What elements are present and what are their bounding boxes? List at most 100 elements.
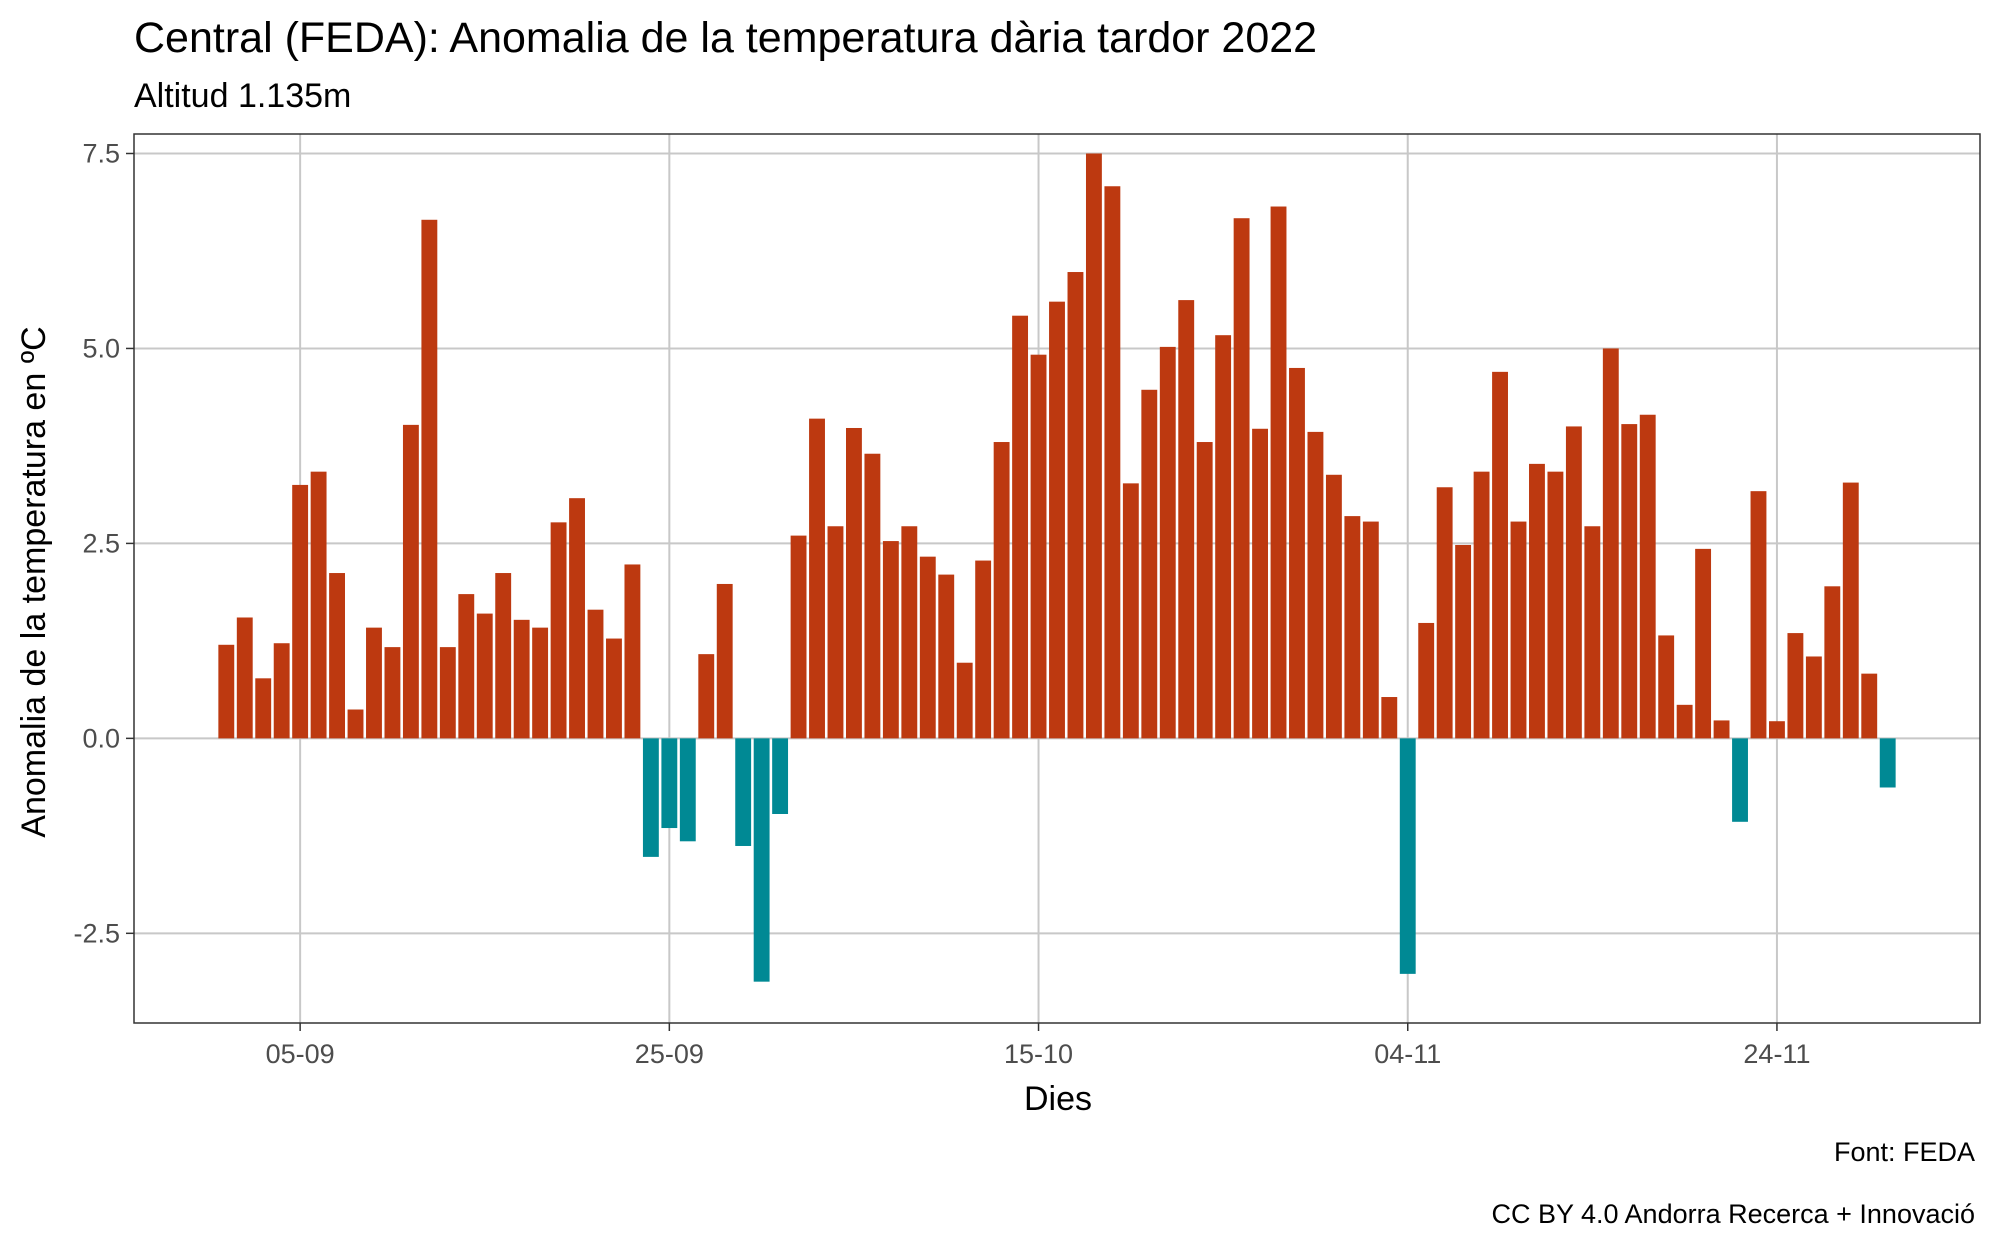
bar	[1529, 463, 1545, 739]
bar	[1602, 348, 1619, 739]
bar	[310, 471, 327, 739]
bar	[1362, 521, 1379, 739]
bar	[735, 738, 752, 846]
bar	[1805, 656, 1822, 739]
bar	[532, 627, 549, 739]
bar	[1307, 431, 1324, 739]
bar	[606, 638, 622, 739]
bar	[1178, 300, 1195, 739]
bar	[587, 609, 604, 739]
bar	[698, 654, 715, 739]
bar	[439, 647, 456, 739]
bar	[753, 738, 770, 982]
bar	[1732, 738, 1748, 822]
bar	[1842, 482, 1859, 739]
bar	[1159, 346, 1176, 739]
y-tick-label: 5.0	[82, 333, 120, 363]
bar	[1787, 633, 1804, 739]
bar	[1049, 301, 1065, 739]
bar	[1122, 483, 1139, 739]
bar	[1695, 548, 1712, 739]
bar	[1547, 471, 1564, 739]
bar	[1879, 738, 1896, 788]
bar	[1658, 635, 1675, 739]
bar	[236, 617, 253, 739]
chart-title: Central (FEDA): Anomalia de la temperatu…	[134, 14, 1318, 62]
bar	[1196, 442, 1213, 739]
bar	[661, 738, 678, 829]
bar	[809, 418, 825, 739]
x-tick-label: 15-10	[1004, 1039, 1073, 1069]
bar	[1344, 516, 1361, 739]
bar	[624, 564, 641, 739]
bar	[1325, 474, 1342, 739]
chart-subtitle: Altitud 1.135m	[134, 77, 352, 115]
bar	[956, 662, 973, 739]
bar	[846, 427, 862, 739]
caption-license: CC BY 4.0 Andorra Recerca + Innovació	[1491, 1199, 1975, 1229]
x-tick-label: 25-09	[635, 1039, 704, 1069]
bar	[882, 541, 899, 739]
bar	[1584, 526, 1601, 739]
bar	[1473, 471, 1490, 739]
panel-border	[133, 133, 1981, 1024]
bar	[1510, 521, 1527, 739]
bar	[476, 613, 493, 739]
bar	[716, 583, 733, 739]
bar	[1713, 720, 1730, 739]
bar	[1565, 426, 1582, 739]
bar	[384, 647, 401, 739]
y-tick-label: 0.0	[82, 723, 120, 753]
bar	[1030, 354, 1047, 739]
bar	[1436, 487, 1453, 739]
axes: 7.5 5.0 2.5 0.0 -2.5 05-09 25-09 15-10 04-11 24-1…	[73, 138, 1810, 1069]
bar	[1769, 721, 1785, 739]
bar	[1621, 424, 1638, 739]
bar	[1252, 428, 1268, 739]
bar	[1492, 371, 1508, 739]
bar	[421, 219, 438, 739]
bars	[218, 153, 1896, 982]
bar	[495, 573, 512, 739]
bar	[255, 678, 272, 739]
bar	[569, 498, 585, 739]
bar	[1455, 544, 1472, 739]
bar	[1215, 335, 1232, 739]
bar	[1104, 186, 1121, 739]
bar	[1639, 414, 1656, 739]
bar	[1676, 704, 1693, 739]
bar	[1399, 738, 1416, 974]
bar	[550, 522, 567, 739]
bar	[1270, 206, 1287, 739]
bar	[642, 738, 659, 857]
bar	[1233, 218, 1250, 739]
y-axis-title: Anomalia de la temperatura en ºC	[15, 326, 53, 837]
bar	[1750, 491, 1767, 739]
bar	[772, 738, 789, 814]
bar	[1418, 622, 1435, 739]
x-axis-title: Dies	[1024, 1080, 1092, 1118]
bar	[864, 453, 881, 739]
y-tick-label: 7.5	[82, 138, 120, 168]
bar	[975, 560, 992, 739]
caption-source: Font: FEDA	[1833, 1137, 1975, 1167]
bar	[273, 643, 290, 739]
bar	[458, 594, 475, 739]
bar	[329, 573, 345, 739]
bar	[993, 442, 1010, 739]
y-tick-label: 2.5	[82, 528, 120, 558]
bar	[919, 556, 936, 739]
bar	[347, 709, 364, 739]
x-tick-label: 24-11	[1743, 1039, 1810, 1069]
bar	[402, 424, 419, 739]
bar	[827, 526, 844, 739]
bar	[901, 526, 918, 739]
bar	[938, 574, 955, 739]
bar	[513, 619, 530, 739]
bar	[1067, 272, 1084, 739]
bar	[292, 484, 309, 739]
x-tick-label: 04-11	[1374, 1039, 1441, 1069]
bar	[218, 644, 235, 739]
bar	[1824, 586, 1841, 739]
